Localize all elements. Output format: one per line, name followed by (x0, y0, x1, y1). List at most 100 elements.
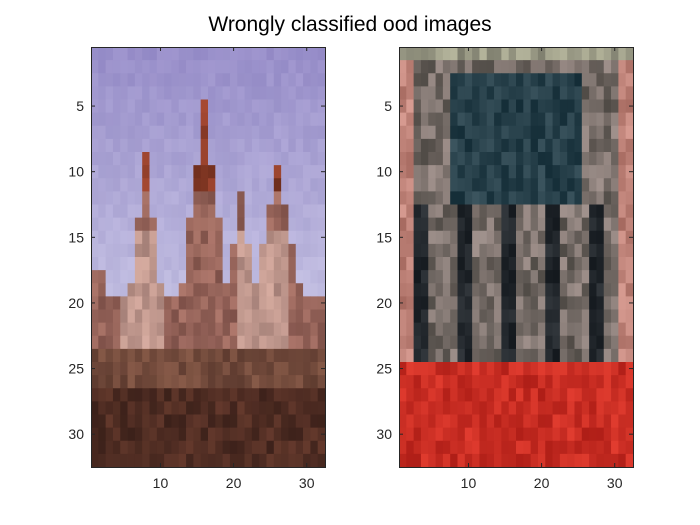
pixel (98, 362, 107, 376)
pixel (215, 165, 224, 179)
pixel (457, 362, 466, 376)
pixel (552, 309, 561, 324)
pixel (472, 152, 480, 166)
pixel (200, 204, 209, 219)
pixel (442, 60, 451, 74)
pixel (98, 322, 107, 337)
pixel (178, 125, 187, 140)
pixel (215, 453, 224, 468)
pixel (112, 335, 121, 350)
pixel (273, 322, 282, 337)
pixel (567, 283, 575, 297)
pixel (208, 230, 216, 245)
pixel (567, 112, 575, 127)
pixel (208, 335, 216, 350)
pixel (164, 440, 172, 455)
pixel (259, 99, 267, 114)
pixel (581, 348, 590, 363)
pixel (625, 440, 634, 455)
pixel (603, 270, 612, 284)
pixel (479, 138, 488, 153)
pixel (428, 440, 436, 455)
pixel (625, 283, 634, 297)
pixel (486, 112, 495, 127)
x-tick-label: 30 (299, 475, 315, 491)
pixel (208, 60, 216, 74)
pixel (105, 112, 114, 127)
pixel (552, 270, 561, 284)
pixel (208, 309, 216, 324)
pixel (501, 335, 510, 350)
pixel (428, 283, 436, 297)
pixel (596, 296, 605, 310)
pixel (164, 309, 172, 324)
pixel (413, 243, 422, 258)
pixel (281, 125, 289, 140)
pixel (171, 440, 180, 455)
pixel (420, 112, 429, 127)
pixel (545, 99, 553, 114)
pixel (251, 73, 260, 87)
pixel (244, 414, 253, 429)
pixel (127, 453, 136, 468)
pixel (142, 401, 150, 415)
pixel (91, 152, 99, 166)
pixel (399, 204, 407, 219)
pixel (273, 401, 282, 415)
pixel (479, 440, 488, 455)
pixel (244, 125, 253, 140)
pixel (428, 60, 436, 74)
pixel (193, 178, 202, 192)
pixel (105, 362, 114, 376)
pixel (259, 388, 267, 402)
pixel (596, 401, 605, 415)
pixel (120, 217, 128, 232)
pixel (134, 296, 143, 310)
pixel (442, 217, 451, 232)
pixel (237, 178, 245, 192)
pixel (303, 388, 311, 402)
pixel (244, 86, 253, 100)
pixel (164, 204, 172, 219)
pixel (435, 138, 444, 153)
pixel (545, 112, 553, 127)
pixel (134, 270, 143, 284)
pixel (149, 309, 158, 324)
pixel (596, 375, 605, 389)
pixel (98, 47, 107, 61)
pixel (574, 270, 583, 284)
pixel (486, 362, 495, 376)
pixel (244, 388, 253, 402)
pixel (244, 283, 253, 297)
pixel (149, 283, 158, 297)
pixel (288, 362, 297, 376)
pixel (266, 375, 275, 389)
pixel (178, 60, 187, 74)
pixel (523, 125, 532, 140)
pixel (127, 47, 136, 61)
pixel (559, 440, 568, 455)
pixel (399, 257, 407, 271)
pixel (310, 217, 319, 232)
pixel (589, 138, 597, 153)
pixel (259, 296, 267, 310)
pixel (127, 73, 136, 87)
pixel (193, 440, 202, 455)
pixel (222, 99, 231, 114)
pixel (574, 427, 583, 442)
pixel (435, 335, 444, 350)
pixel (303, 257, 311, 271)
pixel (178, 388, 187, 402)
pixel (399, 152, 407, 166)
pixel (537, 453, 546, 468)
pixel (516, 138, 524, 153)
pixel (450, 99, 458, 114)
pixel (435, 243, 444, 258)
pixel (479, 362, 488, 376)
pixel (508, 296, 517, 310)
pixel (581, 230, 590, 245)
pixel (310, 453, 319, 468)
pixel (428, 401, 436, 415)
pixel (120, 362, 128, 376)
pixel (442, 243, 451, 258)
